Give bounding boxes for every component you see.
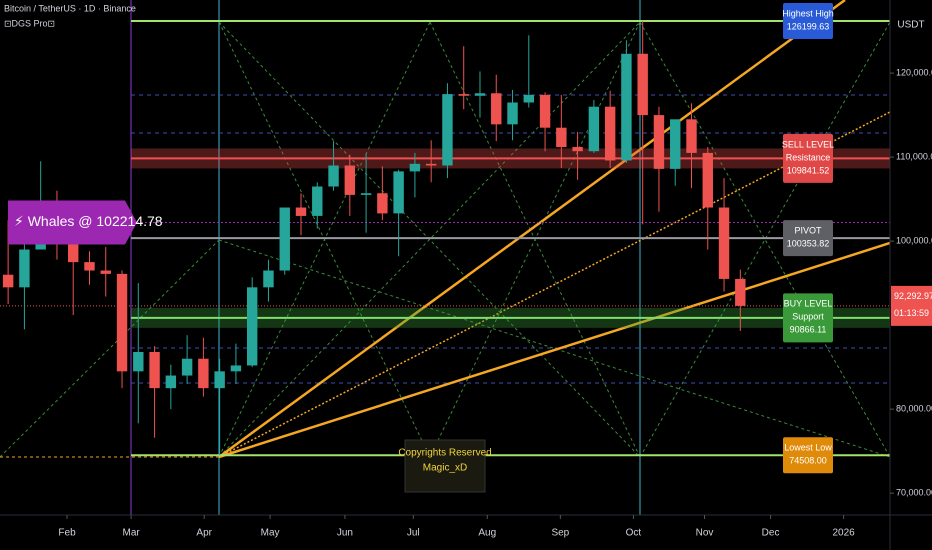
candle-body	[100, 270, 111, 274]
candle-body	[2, 274, 14, 288]
candle-body	[621, 53, 632, 161]
candle-body	[19, 249, 30, 288]
x-tick-label: Mar	[123, 528, 141, 539]
y-tick-label: 120,000.00	[896, 67, 932, 77]
candle-body	[295, 207, 307, 216]
candle-body	[686, 119, 697, 153]
candle-body	[230, 365, 242, 372]
last-price-box	[891, 285, 932, 326]
x-tick-label: 2026	[833, 528, 856, 539]
level-label: BUY LEVEL	[784, 299, 833, 309]
candle-body	[539, 94, 551, 128]
whales-box	[8, 200, 137, 245]
candle-body	[344, 165, 356, 195]
candle-body	[442, 94, 453, 166]
candle-body	[653, 115, 665, 169]
y-tick-label: 100,000.00	[896, 235, 932, 245]
level-label: 90866.11	[790, 325, 827, 335]
candle-body	[637, 53, 648, 116]
level-label: 109841.52	[787, 165, 830, 175]
countdown: 01:13:59	[894, 308, 929, 318]
chart-title: Bitcoin / TetherUS · 1D · Binance	[4, 3, 136, 13]
candle-body	[246, 287, 258, 366]
level-label: Resistance	[786, 152, 831, 162]
annotation: Copyrights Reserved	[398, 448, 491, 459]
candle-body	[377, 193, 388, 214]
x-tick-label: Sep	[551, 528, 569, 539]
candle-body	[670, 119, 681, 169]
candle-body	[425, 163, 437, 166]
candles	[2, 21, 746, 456]
fib-lines	[131, 94, 890, 384]
x-tick-label: Nov	[696, 528, 714, 539]
x-tick-label: Dec	[762, 528, 780, 539]
currency: USDT	[897, 20, 924, 31]
y-tick-label: 110,000.00	[896, 151, 932, 161]
labels: Highest High 126199.63 SELL LEVEL Resistanc…	[8, 3, 834, 474]
level-label: 126199.63	[787, 21, 830, 31]
candle-body	[181, 358, 193, 376]
candle-body	[149, 352, 160, 389]
candle-body	[279, 207, 290, 271]
x-tick-label: Jun	[337, 528, 353, 539]
y-tick-label: 70,000.00	[896, 488, 932, 498]
level-label-box	[783, 293, 833, 343]
level-label: SELL LEVEL	[782, 139, 834, 149]
level-label-box	[783, 133, 833, 183]
level-label-box	[783, 437, 833, 474]
candle-body	[198, 358, 209, 389]
level-label: 100353.82	[787, 239, 830, 249]
candle-body	[507, 102, 518, 125]
candle-body	[312, 186, 323, 216]
trend-lines	[0, 0, 891, 459]
level-label: Support	[792, 312, 824, 322]
candle-body	[588, 106, 600, 152]
whales-label: ⚡ Whales @ 102214.78	[14, 213, 163, 229]
candle-body	[556, 127, 567, 148]
levels	[0, 20, 890, 457]
candle-body	[84, 262, 95, 271]
copyright-box	[404, 439, 486, 493]
candle-body	[458, 94, 469, 96]
x-tick-label: Oct	[626, 528, 642, 539]
level-label: PIVOT	[794, 226, 822, 236]
annotation: Magic_xD	[423, 463, 467, 474]
level-label: Highest High	[782, 8, 834, 18]
x-tick-label: Jul	[407, 528, 420, 539]
candle-body	[360, 193, 372, 195]
candle-body	[116, 273, 128, 372]
candle-body	[604, 106, 616, 161]
level-label-box	[783, 220, 833, 257]
level-label-box	[783, 3, 833, 40]
fan-lines	[0, 21, 891, 458]
candle-body	[474, 93, 486, 96]
y-tick-label: 80,000.00	[896, 404, 932, 414]
last-price-label: 92,292.97	[894, 291, 932, 301]
candle-body	[718, 207, 730, 279]
x-tick-label: Apr	[196, 528, 212, 539]
candle-body	[735, 278, 746, 306]
candle-body	[214, 371, 225, 389]
chart-subtitle: ⊡DGS Pro⊡	[4, 18, 55, 28]
x-tick-label: Aug	[478, 528, 496, 539]
candle-body	[491, 93, 502, 125]
candle-body	[393, 171, 404, 214]
x-tick-label: May	[261, 528, 280, 539]
candle-body	[409, 163, 421, 172]
candle-body	[165, 375, 177, 389]
candle-body	[523, 94, 534, 103]
candle-body	[328, 165, 339, 187]
level-label: 74508.00	[789, 456, 827, 466]
candle-body	[702, 152, 713, 208]
candle-body	[133, 352, 144, 372]
x-tick-label: Feb	[58, 528, 76, 539]
candle-body	[68, 228, 79, 263]
candle-body	[263, 270, 274, 288]
decorations	[0, 0, 891, 515]
candle-body	[572, 147, 583, 152]
level-label: Lowest Low	[784, 443, 832, 453]
